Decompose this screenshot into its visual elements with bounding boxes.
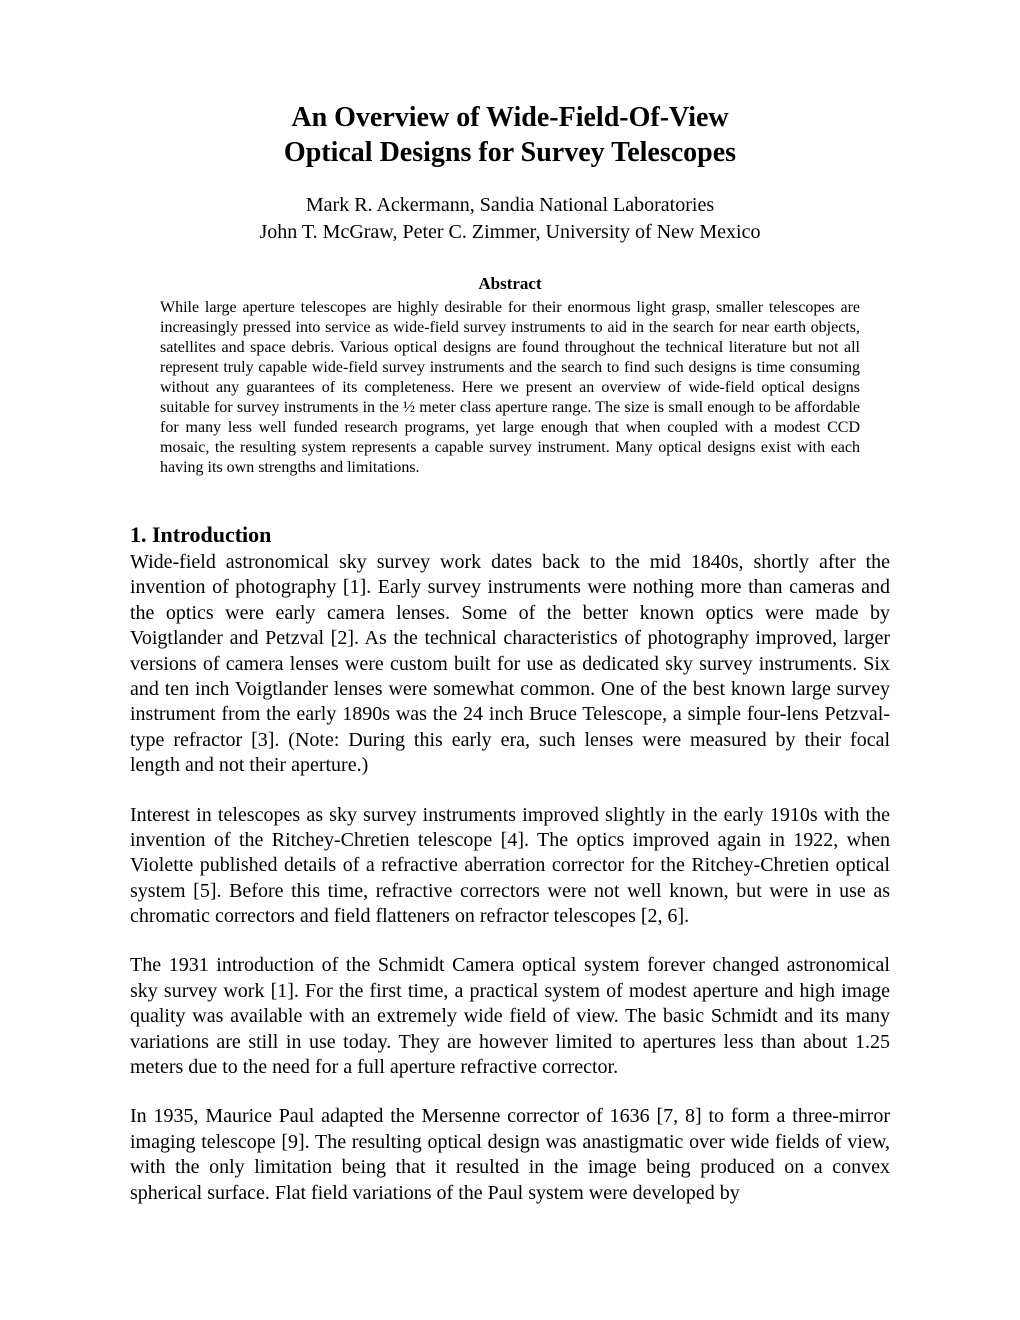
title-line-2: Optical Designs for Survey Telescopes xyxy=(130,135,890,170)
section-1-heading: 1. Introduction xyxy=(130,522,890,548)
section-1-para-1: Wide-field astronomical sky survey work … xyxy=(130,550,890,779)
section-1-para-2: Interest in telescopes as sky survey ins… xyxy=(130,803,890,930)
abstract-body: While large aperture telescopes are high… xyxy=(160,298,860,478)
author-line-1: Mark R. Ackermann, Sandia National Labor… xyxy=(130,192,890,219)
author-line-2: John T. McGraw, Peter C. Zimmer, Univers… xyxy=(130,219,890,246)
authors: Mark R. Ackermann, Sandia National Labor… xyxy=(130,192,890,246)
title-line-1: An Overview of Wide-Field-Of-View xyxy=(130,100,890,135)
abstract-heading: Abstract xyxy=(130,274,890,294)
section-1-para-4: In 1935, Maurice Paul adapted the Mersen… xyxy=(130,1104,890,1206)
paper-title: An Overview of Wide-Field-Of-View Optica… xyxy=(130,100,890,170)
section-1-para-3: The 1931 introduction of the Schmidt Cam… xyxy=(130,953,890,1080)
